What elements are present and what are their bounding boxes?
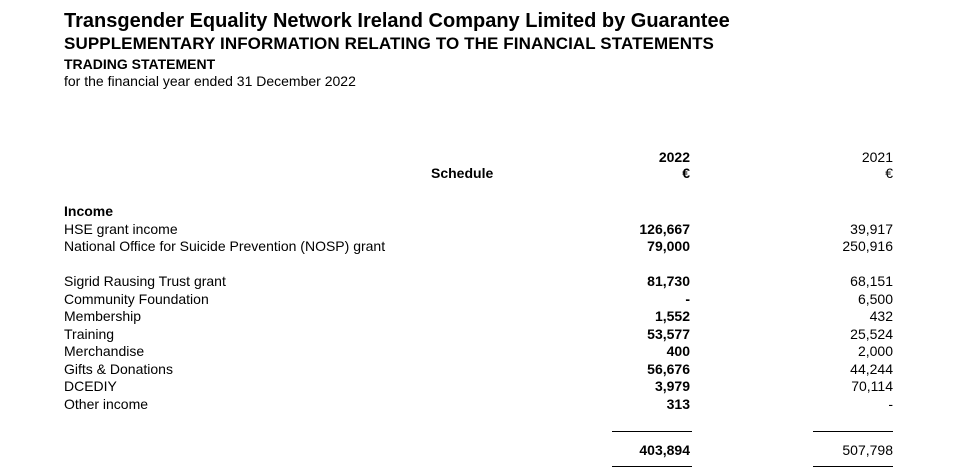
company-name: Transgender Equality Network Ireland Com… bbox=[64, 10, 730, 32]
row-prior-value: 432 bbox=[869, 308, 893, 324]
table-row: Other income 313 - bbox=[64, 396, 896, 414]
row-current-value: 56,676 bbox=[647, 360, 690, 377]
row-current-value: 79,000 bbox=[647, 238, 690, 254]
row-prior-value: 68,151 bbox=[850, 273, 893, 289]
prior-total-bottom-rule bbox=[813, 466, 893, 467]
row-label: Merchandise bbox=[64, 343, 145, 359]
row-label: National Office for Suicide Prevention (… bbox=[64, 238, 386, 254]
current-currency-header: € bbox=[682, 165, 690, 181]
table-row: Gifts & Donations 56,676 44,244 bbox=[64, 361, 896, 379]
row-prior-value: 2,000 bbox=[857, 343, 893, 359]
table-row: National Office for Suicide Prevention (… bbox=[64, 238, 896, 273]
row-prior-value: 70,114 bbox=[851, 378, 893, 394]
row-prior-value: 44,244 bbox=[850, 360, 893, 377]
row-prior-value: 25,524 bbox=[850, 325, 893, 342]
table-row: DCEDIY 3,979 70,114 bbox=[64, 378, 896, 396]
table-row: Training 53,577 25,524 bbox=[64, 326, 896, 344]
document-subtitle: SUPPLEMENTARY INFORMATION RELATING TO TH… bbox=[64, 34, 714, 53]
row-label: Other income bbox=[64, 395, 149, 412]
row-current-value: 1,552 bbox=[654, 308, 690, 324]
row-label: Membership bbox=[64, 308, 142, 324]
prior-currency-header: € bbox=[885, 165, 893, 181]
row-label: Training bbox=[64, 325, 115, 342]
row-current-value: 81,730 bbox=[647, 273, 690, 289]
statement-period: for the financial year ended 31 December… bbox=[64, 73, 356, 89]
table-row: Sigrid Rausing Trust grant 81,730 68,151 bbox=[64, 273, 896, 291]
table-row: Membership 1,552 432 bbox=[64, 308, 896, 326]
row-current-value: 3,979 bbox=[654, 378, 690, 394]
table-row: Community Foundation - 6,500 bbox=[64, 291, 896, 309]
income-heading-row: Income bbox=[64, 203, 896, 221]
row-label: HSE grant income bbox=[64, 220, 178, 237]
prior-total-value: 507,798 bbox=[842, 442, 893, 458]
income-table: Income HSE grant income 126,667 39,917 N… bbox=[64, 203, 896, 413]
current-total-bottom-rule bbox=[612, 466, 692, 467]
row-label: DCEDIY bbox=[64, 378, 117, 394]
current-year-header: 2022 bbox=[658, 149, 690, 165]
row-label: Sigrid Rausing Trust grant bbox=[64, 273, 226, 289]
current-total-top-rule bbox=[612, 431, 692, 432]
row-current-value: 53,577 bbox=[647, 325, 690, 342]
table-row: HSE grant income 126,667 39,917 bbox=[64, 221, 896, 239]
income-heading: Income bbox=[64, 203, 114, 219]
row-prior-value: 250,916 bbox=[842, 238, 893, 254]
row-current-value: 313 bbox=[666, 395, 690, 412]
row-current-value: 126,667 bbox=[639, 220, 690, 237]
row-label: Gifts & Donations bbox=[64, 360, 173, 377]
current-total-value: 403,894 bbox=[639, 442, 690, 458]
row-current-value: 400 bbox=[666, 343, 690, 359]
row-prior-value: 6,500 bbox=[857, 290, 893, 307]
row-prior-value: - bbox=[888, 395, 893, 412]
row-label: Community Foundation bbox=[64, 290, 209, 307]
table-row: Merchandise 400 2,000 bbox=[64, 343, 896, 361]
schedule-column-header: Schedule bbox=[431, 165, 494, 181]
row-current-value: - bbox=[685, 290, 690, 307]
row-prior-value: 39,917 bbox=[850, 220, 893, 237]
prior-total-top-rule bbox=[813, 431, 893, 432]
prior-year-header: 2021 bbox=[861, 149, 893, 165]
statement-title: TRADING STATEMENT bbox=[64, 56, 216, 72]
